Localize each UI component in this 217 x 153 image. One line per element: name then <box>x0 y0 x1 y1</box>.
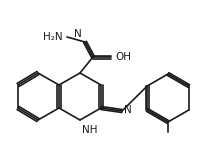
Text: N: N <box>124 105 132 115</box>
Text: H₂N: H₂N <box>43 32 63 42</box>
Text: N: N <box>74 29 82 39</box>
Text: NH: NH <box>82 125 97 135</box>
Text: OH: OH <box>115 52 131 62</box>
